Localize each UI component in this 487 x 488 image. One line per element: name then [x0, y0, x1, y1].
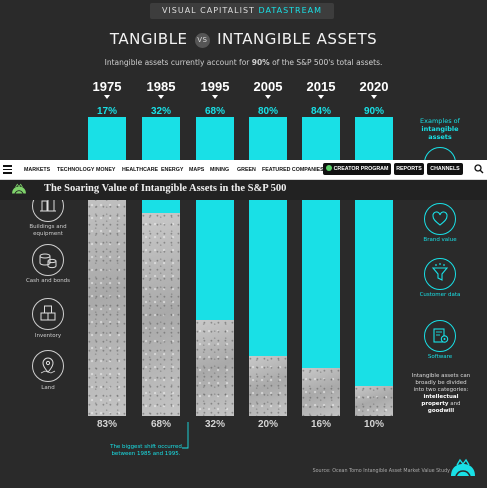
heart-icon — [424, 203, 456, 235]
reports-label: REPORTS — [396, 166, 422, 172]
chevron-down-icon — [265, 95, 271, 99]
year-label: 2015 — [306, 79, 336, 94]
chevron-down-icon — [158, 95, 164, 99]
nav-item-mining[interactable]: MINING — [210, 167, 230, 173]
nav-item-markets[interactable]: MARKETS — [24, 167, 51, 173]
intangible-pct-label: 84% — [310, 106, 331, 117]
intangible-pct-label: 80% — [257, 106, 278, 117]
tangible-bar — [88, 167, 126, 416]
tangible-bar — [196, 320, 234, 416]
intangible-bar — [302, 117, 340, 369]
chart-title: TANGIBLE VS INTANGIBLE ASSETS — [0, 30, 487, 48]
year-label: 1995 — [200, 79, 230, 94]
software-icon — [424, 320, 456, 352]
year-label: 1985 — [146, 79, 176, 94]
chevron-down-icon — [212, 95, 218, 99]
visual-capitalist-logo-icon — [451, 458, 475, 477]
creator-program-label: CREATOR PROGRAM — [333, 166, 389, 172]
intangible-pct-label: 90% — [363, 106, 384, 117]
nav-item-maps[interactable]: MAPS — [189, 167, 205, 173]
nav-item-featured-companies[interactable]: FEATURED COMPANIES — [262, 167, 324, 173]
intangible-bar — [196, 117, 234, 321]
site-navbar: MARKETS TECHNOLOGY MONEY HEALTHCARE ENERGY MA… — [0, 160, 487, 180]
title-vs-badge: VS — [194, 33, 210, 48]
title-left: TANGIBLE — [109, 30, 188, 48]
banner-highlight: DATASTREAM — [258, 6, 323, 15]
year-label: 2005 — [253, 79, 283, 94]
intangible-bar — [249, 117, 287, 357]
tangible-pct-label: 16% — [310, 419, 331, 430]
nav-item-money[interactable]: MONEY — [96, 167, 116, 173]
examples-label: Examples of intangible assets — [410, 117, 470, 141]
nav-item-technology[interactable]: TECHNOLOGY — [57, 167, 95, 173]
intangible-pct-label: 68% — [204, 106, 225, 117]
datastream-banner: VISUAL CAPITALIST DATASTREAM — [150, 3, 334, 19]
categories-note: Intangible assets can broadly be divided… — [410, 373, 472, 415]
note-goodwill: goodwill — [427, 408, 455, 414]
nav-item-energy[interactable]: ENERGY — [161, 167, 184, 173]
title-right: INTANGIBLE ASSETS — [217, 30, 378, 48]
funnel-icon — [424, 258, 456, 290]
shift-note-line2: between 1985 and 1995. — [111, 451, 181, 457]
chevron-down-icon — [104, 95, 110, 99]
map-pin-icon — [32, 350, 64, 382]
tangible-bar — [249, 356, 287, 416]
tangible-bar — [355, 386, 393, 416]
note-pre: Intangible assets can broadly be divided… — [411, 373, 471, 393]
year-label: 1975 — [92, 79, 122, 94]
subtitle-highlight: 90% — [251, 58, 270, 67]
search-icon[interactable] — [474, 164, 484, 174]
chevron-down-icon — [371, 95, 377, 99]
channels-button[interactable]: CHANNELS — [427, 163, 463, 175]
right-icon-label-brand: Brand value — [423, 237, 457, 243]
shift-note: The biggest shift occurred between 1985 a… — [100, 444, 192, 458]
intangible-bar — [88, 117, 126, 168]
coins-icon — [32, 244, 64, 276]
note-ip: intellectual property — [421, 394, 459, 407]
left-icon-label-inventory: Inventory — [34, 333, 62, 339]
nav-item-healthcare[interactable]: HEALTHCARE — [122, 167, 159, 173]
article-header-bar: The Soaring Value of Intangible Assets i… — [0, 180, 487, 200]
intangible-pct-label: 32% — [150, 106, 171, 117]
menu-icon[interactable] — [3, 165, 12, 176]
boxes-icon — [32, 298, 64, 330]
subtitle-pre: Intangible assets currently account for — [104, 58, 252, 67]
left-icon-label-cash: Cash and bonds — [25, 278, 71, 284]
intangible-pct-label: 17% — [96, 106, 117, 117]
chevron-down-icon — [318, 95, 324, 99]
subtitle-post: of the S&P 500's total assets. — [269, 58, 383, 67]
right-icon-label-customer-text: Customer data — [419, 292, 461, 298]
site-logo-icon[interactable] — [10, 182, 28, 197]
creator-program-button[interactable]: CREATOR PROGRAM — [323, 163, 391, 175]
tangible-pct-label: 83% — [96, 419, 117, 430]
tangible-pct-label: 32% — [204, 419, 225, 430]
year-label: 2020 — [359, 79, 389, 94]
note-mid: and — [448, 401, 461, 407]
tangible-pct-label: 20% — [257, 419, 278, 430]
intangible-bar — [355, 117, 393, 387]
tangible-bar — [302, 368, 340, 416]
shift-note-line1: The biggest shift occurred — [110, 444, 182, 450]
chart-subtitle: Intangible assets currently account for … — [0, 58, 487, 67]
tangible-pct-label: 68% — [150, 419, 171, 430]
reports-button[interactable]: REPORTS — [394, 163, 424, 175]
examples-label-line1: Examples of — [420, 117, 460, 125]
article-title: The Soaring Value of Intangible Assets i… — [44, 183, 287, 194]
banner-prefix: VISUAL CAPITALIST — [161, 6, 255, 15]
right-icon-label-customer: Customer data — [410, 292, 470, 299]
examples-label-line2: intangible assets — [421, 125, 459, 141]
check-icon — [325, 165, 332, 171]
left-icon-label-land: Land — [41, 385, 55, 391]
left-icon-label-buildings: Buildings and equipment — [29, 224, 67, 237]
tangible-bar — [142, 212, 180, 416]
nav-item-green[interactable]: GREEN — [237, 167, 256, 173]
channels-label: CHANNELS — [430, 166, 460, 172]
source-note: Source: Ocean Tomo Intangible Asset Mark… — [312, 469, 450, 474]
shift-annotation-line — [182, 422, 189, 449]
tangible-pct-label: 10% — [363, 419, 384, 430]
right-icon-label-software: Software — [427, 354, 453, 360]
